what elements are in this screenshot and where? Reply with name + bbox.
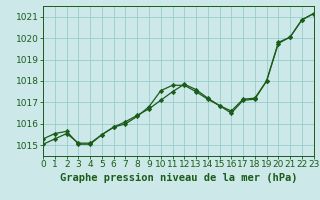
X-axis label: Graphe pression niveau de la mer (hPa): Graphe pression niveau de la mer (hPa) [60,173,297,183]
